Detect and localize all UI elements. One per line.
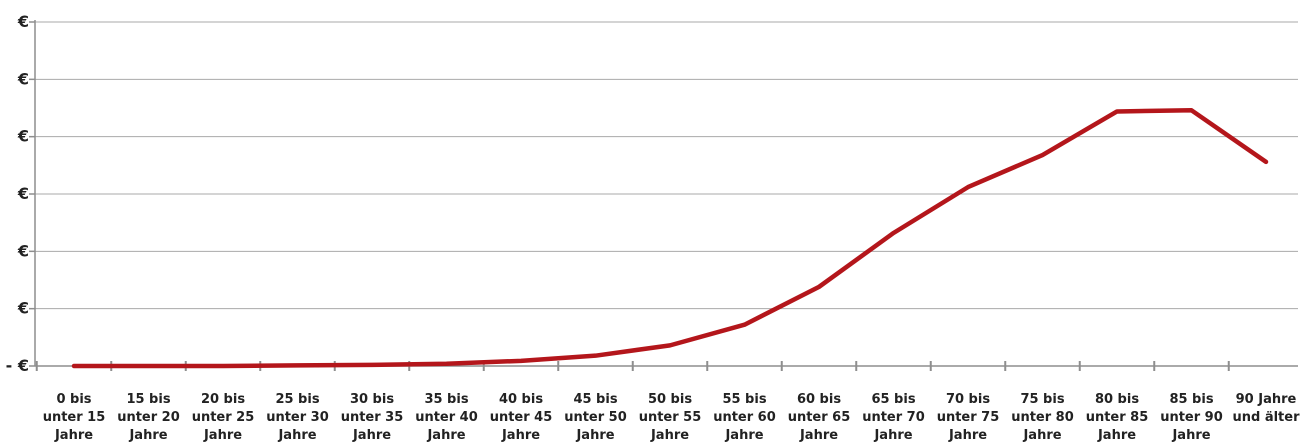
x-tick-label-1-0: 15 bis: [126, 392, 170, 407]
x-tick-label-9-0: 55 bis: [722, 392, 766, 407]
x-tick-label-0-1: unter 15: [43, 410, 106, 425]
x-tick-label-6-2: Jahre: [501, 428, 540, 443]
x-tick-label-15-2: Jahre: [1171, 428, 1210, 443]
x-tick-label-11-1: unter 70: [862, 410, 925, 425]
x-tick-label-14-0: 80 bis: [1095, 392, 1139, 407]
x-tick-label-9-2: Jahre: [724, 428, 763, 443]
x-tick-label-1-1: unter 20: [117, 410, 180, 425]
x-tick-label-4-1: unter 35: [341, 410, 404, 425]
x-tick-label-9-1: unter 60: [713, 410, 776, 425]
x-tick-label-16-1: und älter: [1232, 410, 1300, 425]
x-tick-label-12-1: unter 75: [937, 410, 1000, 425]
y-tick-label-6: €: [17, 12, 29, 31]
x-tick-label-15-0: 85 bis: [1169, 392, 1213, 407]
x-tick-label-2-2: Jahre: [203, 428, 242, 443]
x-tick-label-8-1: unter 55: [639, 410, 702, 425]
tick-labels: - € € € € € € €0 bis unter 15 Jahre 15 bis unter 2…: [6, 12, 1300, 443]
x-tick-label-7-0: 45 bis: [573, 392, 617, 407]
y-tick-label-3: €: [17, 184, 29, 203]
x-tick-label-2-0: 20 bis: [201, 392, 245, 407]
x-tick-label-3-2: Jahre: [277, 428, 316, 443]
x-tick-label-8-2: Jahre: [650, 428, 689, 443]
x-tick-label-4-0: 30 bis: [350, 392, 394, 407]
y-tick-label-5: €: [17, 69, 29, 88]
x-tick-label-4-2: Jahre: [352, 428, 391, 443]
series-layer: [71, 108, 1269, 369]
x-tick-label-3-1: unter 30: [266, 410, 329, 425]
x-tick-label-0-0: 0 bis: [56, 392, 91, 407]
grid-lines: [35, 21, 1298, 310]
x-tick-label-7-1: unter 50: [564, 410, 627, 425]
x-tick-label-0-2: Jahre: [54, 428, 93, 443]
x-tick-label-12-0: 70 bis: [946, 392, 990, 407]
x-tick-label-10-0: 60 bis: [797, 392, 841, 407]
x-tick-label-10-2: Jahre: [799, 428, 838, 443]
x-tick-label-6-0: 40 bis: [499, 392, 543, 407]
y-tick-label-0: - €: [6, 356, 29, 375]
axes: [29, 20, 1298, 371]
x-tick-label-13-2: Jahre: [1022, 428, 1061, 443]
x-tick-label-3-0: 25 bis: [275, 392, 319, 407]
x-tick-label-16-0: 90 Jahre: [1236, 392, 1297, 407]
x-tick-label-11-0: 65 bis: [871, 392, 915, 407]
x-tick-label-14-1: unter 85: [1086, 410, 1149, 425]
x-tick-label-2-1: unter 25: [192, 410, 255, 425]
x-tick-label-8-0: 50 bis: [648, 392, 692, 407]
x-tick-label-15-1: unter 90: [1160, 410, 1223, 425]
series-line-0: [71, 108, 1269, 369]
x-tick-label-14-2: Jahre: [1097, 428, 1136, 443]
x-tick-label-6-1: unter 45: [490, 410, 553, 425]
x-tick-label-7-2: Jahre: [575, 428, 614, 443]
x-tick-label-5-0: 35 bis: [424, 392, 468, 407]
x-tick-label-5-2: Jahre: [426, 428, 465, 443]
x-tick-label-10-1: unter 65: [788, 410, 851, 425]
x-tick-label-11-2: Jahre: [873, 428, 912, 443]
x-tick-label-5-1: unter 40: [415, 410, 478, 425]
y-tick-label-2: €: [17, 241, 29, 260]
x-tick-label-12-2: Jahre: [948, 428, 987, 443]
y-tick-label-1: €: [17, 299, 29, 318]
x-tick-label-13-1: unter 80: [1011, 410, 1074, 425]
x-tick-label-1-2: Jahre: [128, 428, 167, 443]
y-tick-label-4: €: [17, 127, 29, 146]
x-tick-label-13-0: 75 bis: [1020, 392, 1064, 407]
